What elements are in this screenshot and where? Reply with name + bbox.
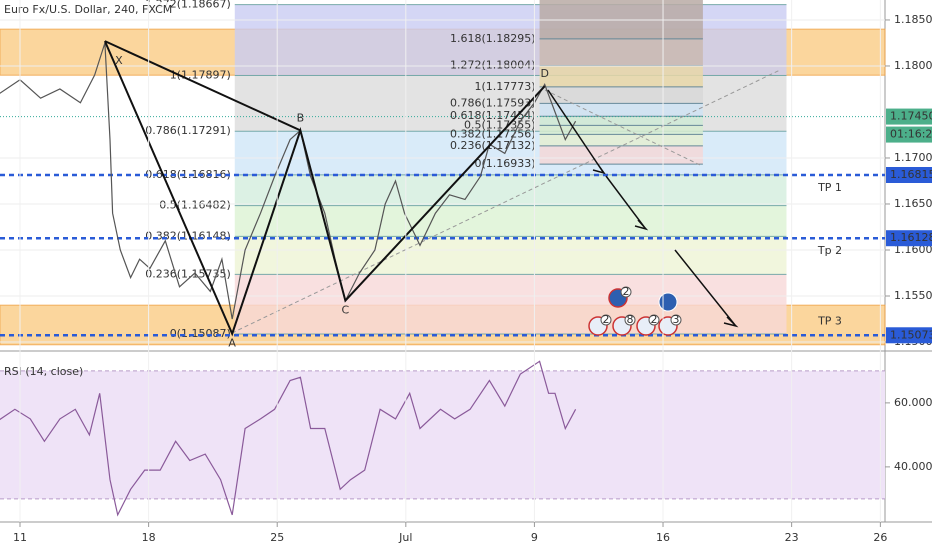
fib-band (539, 38, 703, 66)
fib-label: 0.786(1.17593) (450, 96, 536, 109)
x-tick-label: 26 (873, 531, 887, 544)
x-tick-label: 25 (270, 531, 284, 544)
target-tag (886, 230, 932, 247)
price-line (0, 42, 577, 320)
fib-label: 1.272(1.18667) (145, 0, 231, 11)
y-tick-label: 1.15500 (894, 289, 932, 302)
y-tick-label: 1.16500 (894, 197, 932, 210)
fib-label: 0.5(1.16482) (159, 199, 231, 212)
fib-label: 0.618(1.16816) (145, 168, 231, 181)
fib-band (539, 145, 703, 165)
arrows (547, 89, 739, 328)
y-tick-label: 1.18000 (894, 59, 932, 72)
y-tick-label: 1.16000 (894, 243, 932, 256)
target-tag-label: 1.16815 (890, 168, 932, 181)
pattern-label: D (540, 67, 548, 80)
title-bg (0, 2, 170, 18)
trend-line (544, 89, 701, 166)
fib-label: 0.236(1.15735) (145, 267, 231, 280)
harmonic-pattern (103, 40, 546, 337)
x-tick-label: 18 (142, 531, 156, 544)
event-count: 2 (603, 313, 610, 326)
rsi-band (0, 370, 885, 499)
event-badge (600, 314, 612, 326)
fib-band (234, 236, 787, 275)
price-line (0, 360, 577, 517)
target-tag-label: 1.16128 (890, 231, 932, 244)
y-tick-label: 40.0000 (894, 460, 932, 473)
fib-label: 0.786(1.17291) (145, 124, 231, 137)
price-tag-label: 1.17450 (890, 110, 932, 123)
fib-label: 0(1.15087) (170, 327, 231, 340)
event-icon (658, 292, 678, 312)
fib-label: 0.382(1.17256) (450, 127, 536, 140)
fib-band (234, 174, 787, 206)
x-tick-label: 23 (785, 531, 799, 544)
fib-label: 1.272(1.18004) (450, 59, 536, 72)
event-badge (624, 314, 636, 326)
fib-band (539, 65, 703, 87)
x-tick-label: 9 (531, 531, 538, 544)
fib-label: 0(1.16933) (474, 157, 535, 170)
fib-band (234, 205, 787, 237)
target-tag-label: 1.15073 (890, 328, 932, 341)
fib-label: 1.618(1.18295) (450, 32, 536, 45)
fib-label: 0.236(1.17132) (450, 139, 536, 152)
countdown: 01:16:28 (890, 128, 932, 141)
arrow (674, 249, 739, 328)
target-tag (886, 327, 932, 344)
fib-band (539, 0, 703, 39)
fib-label: 1(1.17773) (474, 80, 535, 93)
event-count: 2 (651, 313, 658, 326)
arrow (547, 89, 606, 175)
arrow (605, 175, 649, 231)
countdown-tag (886, 126, 932, 143)
fib-band (539, 116, 703, 126)
x-tick-label: 16 (656, 531, 670, 544)
target-name: Tp 2 (817, 244, 842, 257)
event-badge (648, 314, 660, 326)
pattern-label: X (115, 54, 123, 67)
target-name: TP 1 (817, 181, 842, 194)
x-tick-label: Jul (398, 531, 412, 544)
rsi-title: RSI (14, close) (4, 365, 83, 378)
fib-band (539, 134, 703, 146)
pattern-label: A (228, 337, 236, 350)
y-tick-label: 60.0000 (894, 396, 932, 409)
fib-band (539, 86, 703, 104)
chart-title: Euro Fx/U.S. Dollar, 240, FXCM (4, 3, 172, 16)
target-name: TP 3 (817, 314, 842, 327)
pattern-label: C (342, 304, 350, 317)
fib-band (539, 103, 703, 117)
fib-band (539, 125, 703, 135)
event-badge (670, 314, 682, 326)
fib-label: 0.5(1.17355) (464, 118, 536, 131)
event-count: 3 (673, 313, 680, 326)
target-tag (886, 167, 932, 183)
y-tick-label: 1.17000 (894, 151, 932, 164)
pattern-label: B (297, 111, 305, 124)
trend-line (231, 69, 781, 334)
event-count: 8 (627, 313, 634, 326)
event-count: 2 (623, 285, 630, 298)
price-tag (886, 108, 932, 125)
fib-band (234, 274, 787, 334)
x-tick-label: 11 (13, 531, 27, 544)
y-tick-label: 1.18500 (894, 13, 932, 26)
harmonic-pattern (104, 40, 301, 132)
event-badge (620, 286, 632, 298)
